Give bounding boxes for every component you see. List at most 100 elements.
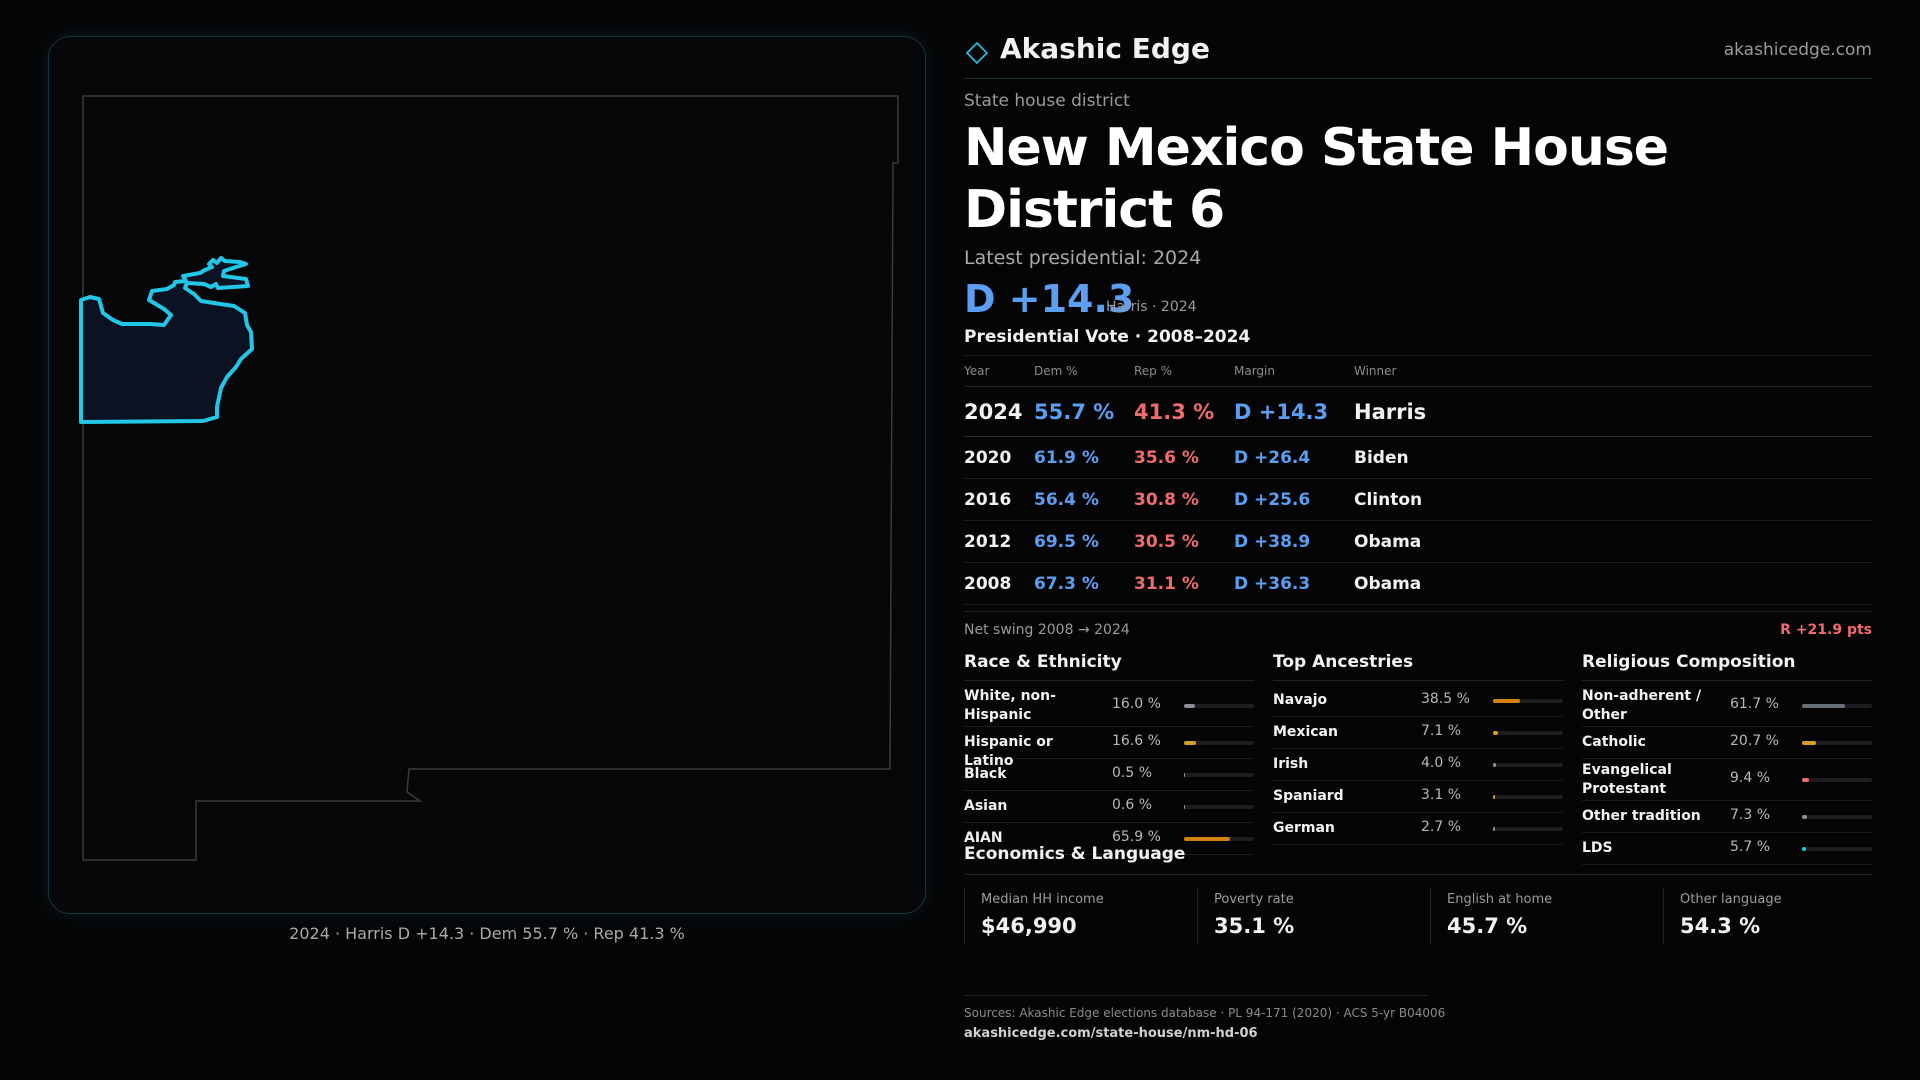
cell-dem: 56.4 % — [1034, 478, 1134, 521]
ancestry-bar-track — [1493, 827, 1563, 831]
ancestry-bar-track — [1493, 699, 1563, 703]
cell-dem: 69.5 % — [1034, 520, 1134, 563]
top-ancestries-title: Top Ancestries — [1273, 652, 1563, 681]
religion-row: Other tradition 7.3 % — [1582, 801, 1872, 833]
cell-year: 2020 — [964, 436, 1034, 479]
brand-url[interactable]: akashicedge.com — [1723, 40, 1872, 60]
footer-divider — [964, 995, 1428, 996]
race-ethnicity-value: 16.0 % — [1112, 696, 1161, 712]
ancestry-row: Mexican 7.1 % — [1273, 717, 1563, 749]
cell-winner: Harris — [1354, 386, 1872, 437]
race-ethnicity-value: 0.5 % — [1112, 765, 1153, 781]
race-ethnicity-row: Hispanic or Latino 16.6 % — [964, 727, 1254, 769]
ancestry-row: Navajo 38.5 % — [1273, 685, 1563, 717]
cell-margin: D +14.3 — [1234, 386, 1354, 437]
cell-winner: Biden — [1354, 436, 1872, 479]
column-header-year: Year — [964, 355, 1034, 387]
page-kicker: State house district — [964, 91, 1130, 111]
ancestry-label: Navajo — [1273, 692, 1328, 708]
religious-composition-section: Religious Composition Non-adherent / Oth… — [1582, 652, 1872, 865]
brand-name: Akashic Edge — [1000, 32, 1210, 65]
margin-subtitle: Harris · 2024 — [1106, 299, 1197, 315]
race-ethnicity-label: AIAN — [964, 830, 1003, 846]
vote-table-heading: Presidential Vote · 2008–2024 — [964, 327, 1251, 347]
net-swing-value: R +21.9 pts — [1780, 622, 1872, 638]
religion-bar-track — [1802, 741, 1872, 745]
ancestry-label: Irish — [1273, 756, 1309, 772]
race-ethnicity-bar-fill — [1184, 805, 1186, 809]
race-ethnicity-label: Hispanic or Latino — [964, 734, 1053, 769]
net-swing: Net swing 2008 → 2024 R +21.9 pts — [964, 611, 1872, 646]
detail-panel: Akashic Edge akashicedge.com State house… — [964, 30, 1872, 892]
race-ethnicity-bar-track — [1184, 837, 1254, 841]
page-title: New Mexico State House District 6 — [964, 118, 1669, 240]
religion-bar-fill — [1802, 741, 1817, 745]
religion-label: Catholic — [1582, 734, 1646, 750]
column-header-rep: Rep % — [1134, 355, 1234, 387]
ancestry-row: Irish 4.0 % — [1273, 749, 1563, 781]
religion-label: Other tradition — [1582, 808, 1701, 824]
race-ethnicity-value: 0.6 % — [1112, 797, 1153, 813]
religion-row: Non-adherent / Other 61.7 % — [1582, 685, 1872, 727]
econ-label: Median HH income — [981, 892, 1104, 907]
cell-margin: D +26.4 — [1234, 436, 1354, 479]
religious-composition-title: Religious Composition — [1582, 652, 1872, 681]
ancestry-value: 4.0 % — [1421, 755, 1462, 771]
race-ethnicity-bar-fill — [1184, 837, 1231, 841]
ancestry-value: 3.1 % — [1421, 787, 1462, 803]
district-map — [79, 95, 899, 861]
religion-row: LDS 5.7 % — [1582, 833, 1872, 865]
latest-presidential-label: Latest presidential: 2024 — [964, 247, 1202, 269]
religion-bar-track — [1802, 815, 1872, 819]
religion-value: 20.7 % — [1730, 733, 1779, 749]
ancestry-row: Spaniard 3.1 % — [1273, 781, 1563, 813]
cell-dem: 61.9 % — [1034, 436, 1134, 479]
cell-margin: D +38.9 — [1234, 520, 1354, 563]
religion-row: Catholic 20.7 % — [1582, 727, 1872, 759]
religion-bar-track — [1802, 778, 1872, 782]
cell-year: 2012 — [964, 520, 1034, 563]
race-ethnicity-bar-track — [1184, 805, 1254, 809]
ancestry-label: German — [1273, 820, 1335, 836]
religion-row: Evangelical Protestant 9.4 % — [1582, 759, 1872, 801]
econ-value: 45.7 % — [1447, 914, 1528, 938]
ancestry-bar-fill — [1493, 731, 1498, 735]
religion-label: Evangelical Protestant — [1582, 762, 1672, 797]
econ-label: Poverty rate — [1214, 892, 1294, 907]
cell-dem: 67.3 % — [1034, 562, 1134, 605]
table-row: 2012 69.5 % 30.5 % D +38.9 Obama — [964, 520, 1872, 563]
econ-label: English at home — [1447, 892, 1553, 907]
table-row: 2008 67.3 % 31.1 % D +36.3 Obama — [964, 562, 1872, 605]
cell-rep: 35.6 % — [1134, 436, 1234, 479]
map-panel — [48, 36, 926, 914]
religion-value: 5.7 % — [1730, 839, 1771, 855]
race-ethnicity-label: Asian — [964, 798, 1008, 814]
ancestry-value: 7.1 % — [1421, 723, 1462, 739]
column-header-dem: Dem % — [1034, 355, 1134, 387]
religion-bar-track — [1802, 847, 1872, 851]
ancestry-bar-fill — [1493, 699, 1520, 703]
econ-other-language: Other language 54.3 % — [1663, 888, 1883, 944]
cell-year: 2008 — [964, 562, 1034, 605]
margin-value: D +14.3 — [964, 277, 1135, 321]
cell-winner: Obama — [1354, 520, 1872, 563]
cell-dem: 55.7 % — [1034, 386, 1134, 437]
race-ethnicity-section: Race & Ethnicity White, non-Hispanic 16.0… — [964, 652, 1254, 855]
economics-grid: Median HH income $46,990 Poverty rate 35… — [964, 888, 1872, 944]
econ-poverty-rate: Poverty rate 35.1 % — [1197, 888, 1417, 944]
table-row: 2024 55.7 % 41.3 % D +14.3 Harris — [964, 386, 1872, 437]
presidential-vote-table: Year Dem % Rep % Margin Winner 2024 55.7… — [964, 355, 1872, 605]
ancestry-bar-track — [1493, 795, 1563, 799]
race-ethnicity-bar-fill — [1184, 741, 1196, 745]
race-ethnicity-bar-track — [1184, 773, 1254, 777]
ancestry-value: 2.7 % — [1421, 819, 1462, 835]
state-outline — [82, 95, 899, 861]
race-ethnicity-bar-track — [1184, 741, 1254, 745]
race-ethnicity-bar-track — [1184, 704, 1254, 708]
ancestry-bar-fill — [1493, 763, 1496, 767]
net-swing-label: Net swing 2008 → 2024 — [964, 622, 1130, 638]
religion-bar-fill — [1802, 815, 1808, 819]
sources-note: Sources: Akashic Edge elections database… — [964, 1006, 1446, 1020]
ancestry-label: Spaniard — [1273, 788, 1344, 804]
page-url-link[interactable]: akashicedge.com/state-house/nm-hd-06 — [964, 1026, 1258, 1041]
